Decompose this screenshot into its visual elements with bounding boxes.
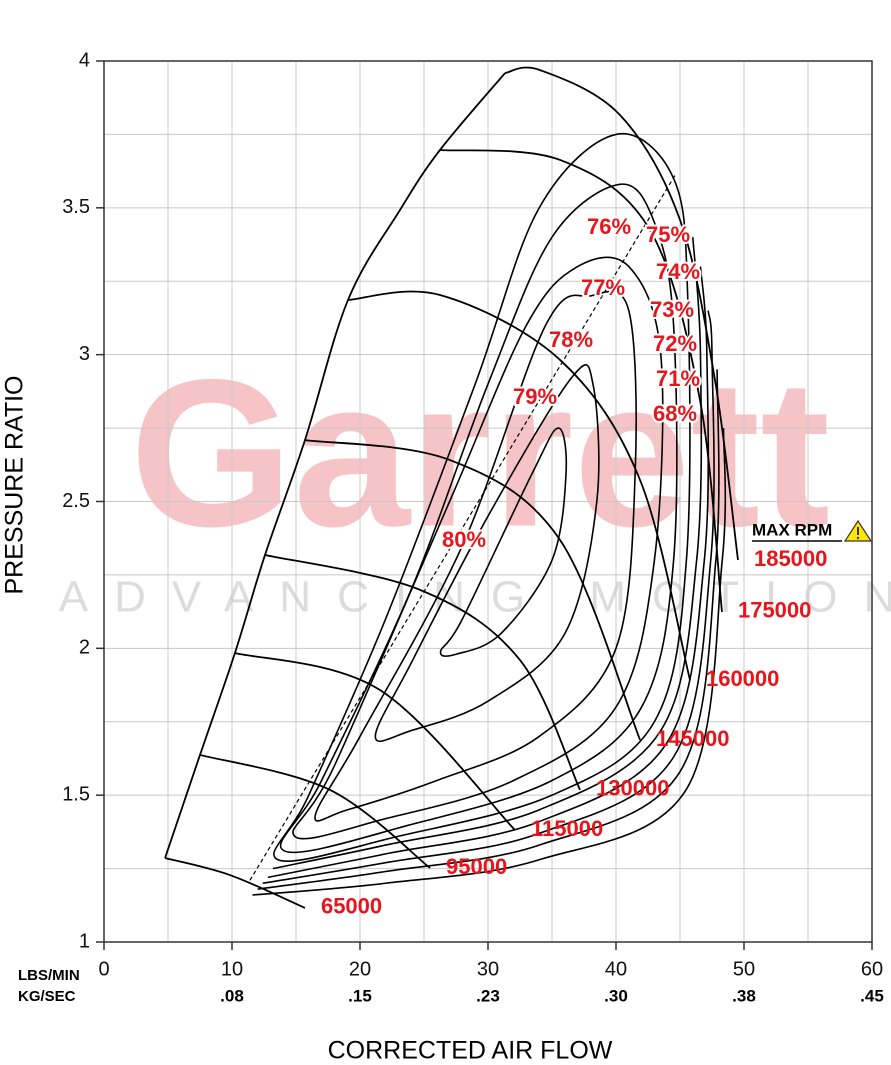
y-tick-label: 2 bbox=[79, 637, 90, 659]
x-tick-label: 40 bbox=[605, 958, 627, 980]
y-tick-label: 1.5 bbox=[62, 783, 90, 805]
speed-label: 115000 bbox=[531, 816, 603, 841]
efficiency-label: 78% bbox=[549, 327, 593, 352]
efficiency-island bbox=[252, 428, 727, 896]
efficiency-label: 80% bbox=[442, 527, 486, 552]
x2-tick-label: .45 bbox=[860, 986, 884, 1005]
speed-label: 185000 bbox=[754, 546, 827, 571]
efficiency-label: 75% bbox=[646, 222, 690, 247]
x-tick-label: 50 bbox=[733, 958, 755, 980]
efficiency-island bbox=[267, 266, 710, 879]
efficiency-label: 76% bbox=[587, 214, 631, 239]
speed-line bbox=[199, 754, 431, 869]
x-tick-label: 0 bbox=[98, 958, 109, 980]
speed-label: 175000 bbox=[738, 598, 811, 623]
x2-tick-label: .15 bbox=[348, 986, 372, 1005]
efficiency-label: 74% bbox=[656, 259, 700, 284]
x2-tick-label: .30 bbox=[604, 986, 628, 1005]
speed-line bbox=[264, 554, 581, 791]
speed-label: 65000 bbox=[321, 894, 382, 919]
y-tick-label: 1 bbox=[79, 930, 90, 952]
x2-tick-label: .08 bbox=[220, 986, 244, 1005]
efficiency-island bbox=[279, 183, 678, 854]
efficiency-label: 73% bbox=[650, 297, 694, 322]
y-tick-label: 3.5 bbox=[62, 196, 90, 218]
speed-line bbox=[234, 652, 516, 831]
speed-line bbox=[164, 857, 306, 909]
speed-label: 145000 bbox=[656, 726, 729, 751]
speed-label: 160000 bbox=[706, 666, 779, 691]
max-rpm-label: MAX RPM bbox=[752, 520, 832, 539]
speed-line bbox=[439, 149, 723, 613]
x2-tick-label: .38 bbox=[732, 986, 756, 1005]
efficiency-label: 68% bbox=[653, 401, 697, 426]
efficiency-island bbox=[257, 369, 720, 890]
speed-label: 95000 bbox=[446, 854, 507, 879]
efficiency-label: 72% bbox=[653, 331, 697, 356]
x-units-label: LBS/MIN bbox=[18, 967, 80, 984]
x-tick-label: 60 bbox=[861, 958, 883, 980]
efficiency-island bbox=[262, 310, 715, 885]
efficiency-island bbox=[314, 290, 637, 822]
watermark-subtitle: ADVANCING MOTION bbox=[59, 573, 891, 622]
speed-line bbox=[304, 439, 641, 741]
watermark: Garrett ADVANCING MOTION bbox=[59, 335, 891, 621]
x2-tick-label: .23 bbox=[476, 986, 500, 1005]
plot-frame bbox=[103, 60, 873, 943]
y-tick-label: 3 bbox=[79, 343, 90, 365]
x-tick-label: 30 bbox=[477, 958, 499, 980]
x-axis-title: CORRECTED AIR FLOW bbox=[328, 1037, 613, 1065]
warning-icon bbox=[843, 519, 873, 542]
efficiency-label: 71% bbox=[656, 366, 700, 391]
efficiency-island bbox=[272, 237, 703, 870]
efficiency-label: 79% bbox=[513, 384, 557, 409]
y-tick-label: 2.5 bbox=[62, 490, 90, 512]
efficiency-island bbox=[439, 427, 568, 657]
y-axis-title: PRESSURE RATIO bbox=[1, 375, 29, 594]
y-tick-label: 4 bbox=[79, 49, 90, 71]
x-tick-label: 10 bbox=[221, 958, 243, 980]
x-tick-label: 20 bbox=[349, 958, 371, 980]
efficiency-island bbox=[273, 132, 691, 862]
x2-units-label: KG/SEC bbox=[18, 988, 76, 1005]
speed-line bbox=[347, 290, 691, 681]
speed-line bbox=[504, 66, 739, 561]
speed-label: 130000 bbox=[596, 776, 669, 801]
efficiency-label: 77% bbox=[581, 275, 625, 300]
surge-line bbox=[164, 72, 506, 859]
